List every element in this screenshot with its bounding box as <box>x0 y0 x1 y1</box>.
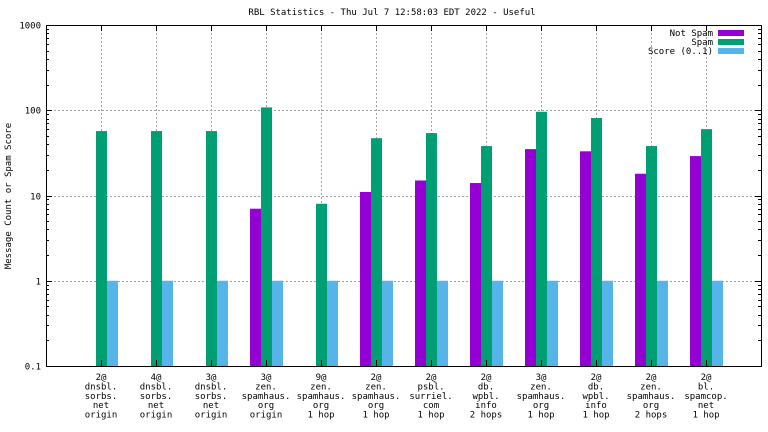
bar-spam <box>371 138 382 366</box>
x-tick-label: 2@ dnsbl. sorbs. net origin <box>85 373 118 421</box>
bars-group <box>96 107 723 366</box>
legend-swatch <box>718 30 744 36</box>
bar-score-0-1 <box>107 280 118 366</box>
chart-title: RBL Statistics - Thu Jul 7 12:58:03 EDT … <box>248 8 535 18</box>
bar-spam <box>206 131 217 366</box>
y-axis-label: Message Count or Spam Score <box>4 123 14 269</box>
bar-spam <box>646 146 657 366</box>
y-tick-label: 0.1 <box>25 363 41 373</box>
bar-spam <box>426 133 437 366</box>
x-tick-label: 2@ zen. spamhaus. org 2 hops <box>627 373 676 421</box>
bar-score-0-1 <box>272 280 283 366</box>
bar-spam <box>96 131 107 366</box>
legend-swatch <box>718 48 744 54</box>
bar-score-0-1 <box>492 280 503 366</box>
y-tick-label: 1000 <box>19 22 41 32</box>
plot-border <box>46 25 762 367</box>
legend-label: Not Spam <box>670 29 713 39</box>
bar-score-0-1 <box>382 280 393 366</box>
bar-not-spam <box>525 149 536 366</box>
bar-not-spam <box>360 191 371 366</box>
x-tick-label: 3@ zen. spamhaus. org 1 hop <box>517 373 566 421</box>
bar-spam <box>536 111 547 366</box>
bar-not-spam <box>580 151 591 366</box>
x-tick-label: 3@ zen. spamhaus. org origin <box>242 373 291 421</box>
bar-not-spam <box>470 183 481 366</box>
y-tick-label: 100 <box>25 107 41 117</box>
y-tick-label: 1 <box>36 278 41 288</box>
x-tick-label: 9@ zen. spamhaus. org 1 hop <box>297 373 346 421</box>
bar-spam <box>591 118 602 366</box>
bar-spam <box>151 131 162 366</box>
bar-spam <box>316 203 327 366</box>
bar-score-0-1 <box>437 280 448 366</box>
bar-spam <box>261 107 272 366</box>
bar-score-0-1 <box>547 280 558 366</box>
bar-not-spam <box>690 156 701 366</box>
bar-spam <box>701 129 712 366</box>
x-tick-label: 2@ psbl. surriel. com 1 hop <box>409 373 452 421</box>
bar-not-spam <box>415 180 426 366</box>
x-tick-label: 2@ db. wpbl. info 1 hop <box>582 373 609 421</box>
legend-label: Score (0..1) <box>648 47 713 57</box>
bar-not-spam <box>635 173 646 366</box>
bar-score-0-1 <box>657 280 668 366</box>
x-tick-labels: 2@ dnsbl. sorbs. net origin 4@ dnsbl. sorbs. net… <box>85 25 728 421</box>
bar-score-0-1 <box>217 280 228 366</box>
bar-score-0-1 <box>162 280 173 366</box>
bar-spam <box>481 146 492 366</box>
legend-swatch <box>718 39 744 45</box>
x-tick-label: 2@ bl. spamcop. net 1 hop <box>684 373 727 421</box>
bar-score-0-1 <box>712 280 723 366</box>
bar-score-0-1 <box>602 280 613 366</box>
x-tick-label: 3@ dnsbl. sorbs. net origin <box>195 373 228 421</box>
x-tick-label: 2@ zen. spamhaus. org 1 hop <box>352 373 401 421</box>
x-tick-label: 2@ db. wpbl. info 2 hops <box>470 373 503 421</box>
y-tick-label: 10 <box>30 193 41 203</box>
bar-score-0-1 <box>327 280 338 366</box>
x-tick-label: 4@ dnsbl. sorbs. net origin <box>140 373 173 421</box>
bar-not-spam <box>250 208 261 366</box>
legend-label: Spam <box>691 38 713 48</box>
